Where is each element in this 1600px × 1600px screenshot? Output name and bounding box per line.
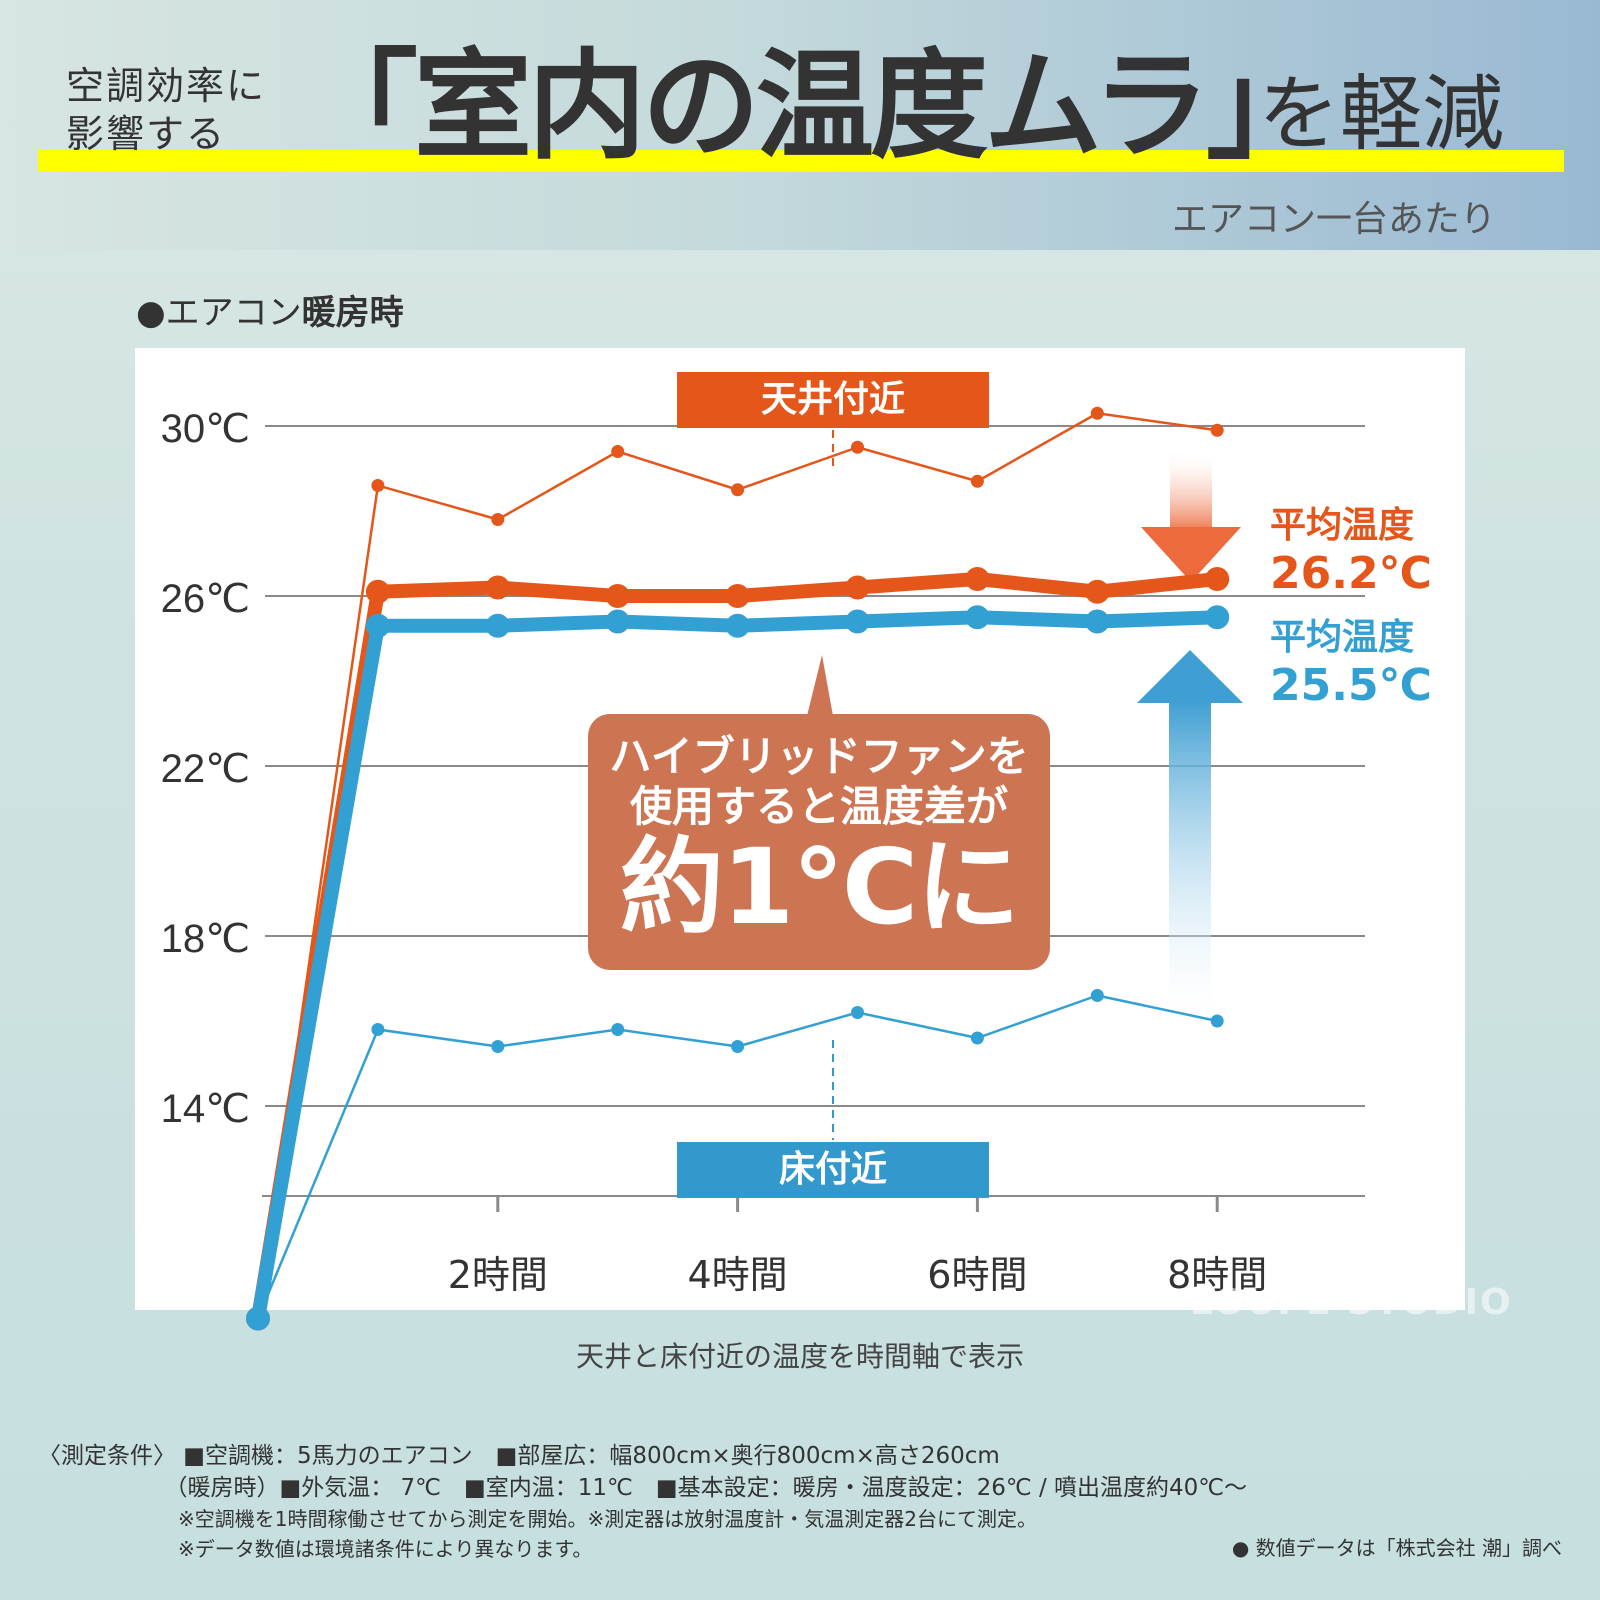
callout-pointer xyxy=(807,655,833,716)
data-point xyxy=(845,575,870,600)
title-prefix-line1: 空調効率に xyxy=(66,64,267,108)
data-point xyxy=(491,1040,505,1053)
data-point xyxy=(605,584,630,608)
main-title: 「室内の温度ムラ」 xyxy=(300,37,1324,175)
series-ceiling xyxy=(256,406,1224,1319)
conditions-note1: ※空調機を1時間稼働させてから測定を開始。※測定器は放射温度計・気温測定器2台に… xyxy=(38,1507,1037,1531)
floor-average-label: 平均温度 xyxy=(1270,617,1415,658)
per-unit-note: エアコン一台あたり xyxy=(1171,199,1496,240)
data-point xyxy=(1090,989,1104,1002)
section-label-normal: エアコン xyxy=(165,293,302,333)
floor-tag: 床付近 xyxy=(677,1142,989,1198)
data-point xyxy=(965,605,990,630)
conditions-note2: ※データ数値は環境諸条件により異なります。 xyxy=(38,1537,593,1561)
down-arrow-icon xyxy=(1141,455,1241,582)
data-point xyxy=(970,1031,984,1045)
y-tick-label: 30℃ xyxy=(161,407,250,451)
watermark: LOUPE STUDIO xyxy=(1190,1282,1513,1323)
data-source: ● 数値データは「株式会社 潮」調べ xyxy=(1231,1536,1562,1560)
data-point xyxy=(851,1006,864,1019)
ceiling-average-value: 26.2℃ xyxy=(1270,548,1432,599)
title-prefix-line2: 影響する xyxy=(66,112,227,156)
data-point xyxy=(725,584,750,608)
floor-average: 平均温度 25.5℃ xyxy=(1270,616,1432,712)
measurement-conditions: 〈測定条件〉 ■空調機：5馬力のエアコン ■部屋広：幅800cm×奥行800cm… xyxy=(38,1440,1247,1564)
header-banner xyxy=(0,0,1600,250)
x-tick-label: 6時間 xyxy=(927,1253,1027,1297)
y-tick-label: 22℃ xyxy=(161,747,250,791)
data-point xyxy=(246,1306,270,1331)
data-point xyxy=(371,1023,385,1036)
data-point xyxy=(845,609,870,634)
data-point xyxy=(1090,406,1104,420)
title-suffix: を軽減 xyxy=(1258,67,1505,162)
chart-caption: 天井と床付近の温度を時間軸で表示 xyxy=(575,1340,1024,1373)
ceiling-average-label: 平均温度 xyxy=(1270,505,1415,546)
data-point xyxy=(1210,423,1224,437)
y-tick-label: 14℃ xyxy=(161,1087,250,1131)
data-point xyxy=(1085,579,1110,604)
series-average-floor xyxy=(246,605,1230,1331)
data-point xyxy=(611,1023,625,1036)
data-point xyxy=(725,613,750,638)
section-label-bold: 暖房時 xyxy=(301,293,404,333)
data-point xyxy=(965,567,990,591)
data-point xyxy=(851,440,864,454)
title-highlight-bar xyxy=(38,150,1564,172)
section-label: ●エアコン暖房時 xyxy=(136,285,404,334)
callout-line1: ハイブリッドファンを xyxy=(609,732,1029,781)
data-point xyxy=(731,483,745,497)
data-point xyxy=(1210,1014,1224,1028)
data-point xyxy=(970,474,984,488)
data-point xyxy=(371,479,385,492)
floor-average-value: 25.5℃ xyxy=(1270,660,1432,711)
data-point xyxy=(365,579,390,604)
bullet-icon: ● xyxy=(136,293,166,333)
data-point xyxy=(485,613,510,638)
data-point xyxy=(1085,609,1110,634)
ceiling-average: 平均温度 26.2℃ xyxy=(1270,504,1432,600)
data-point xyxy=(611,445,625,458)
data-point xyxy=(1205,605,1230,630)
data-point xyxy=(485,575,510,600)
callout-line3: 約1℃に xyxy=(619,826,1020,948)
x-tick-label: 2時間 xyxy=(448,1253,548,1297)
up-arrow-icon xyxy=(1137,650,1243,1011)
data-series xyxy=(246,406,1230,1331)
ceiling-tag: 天井付近 xyxy=(677,372,989,428)
series-floor xyxy=(256,989,1224,1319)
data-point xyxy=(491,513,505,526)
y-tick-label: 18℃ xyxy=(161,917,250,961)
conditions-row1: 〈測定条件〉 ■空調機：5馬力のエアコン ■部屋広：幅800cm×奥行800cm… xyxy=(38,1443,1000,1469)
data-point xyxy=(605,609,630,634)
title-prefix: 空調効率に 影響する xyxy=(66,62,266,158)
x-tick-label: 8時間 xyxy=(1167,1253,1267,1297)
callout-box: ハイブリッドファンを 使用すると温度差が 約1℃に xyxy=(588,714,1050,970)
x-tick-label: 4時間 xyxy=(688,1253,788,1297)
conditions-row2: （暖房時）■外気温： 7℃ ■室内温：11℃ ■基本設定：暖房・温度設定：26℃… xyxy=(38,1475,1248,1501)
data-point xyxy=(365,613,390,638)
y-tick-label: 26℃ xyxy=(161,577,250,621)
callout-line2: 使用すると温度差が xyxy=(629,782,1008,831)
data-point xyxy=(731,1040,745,1053)
data-point xyxy=(1205,567,1230,591)
